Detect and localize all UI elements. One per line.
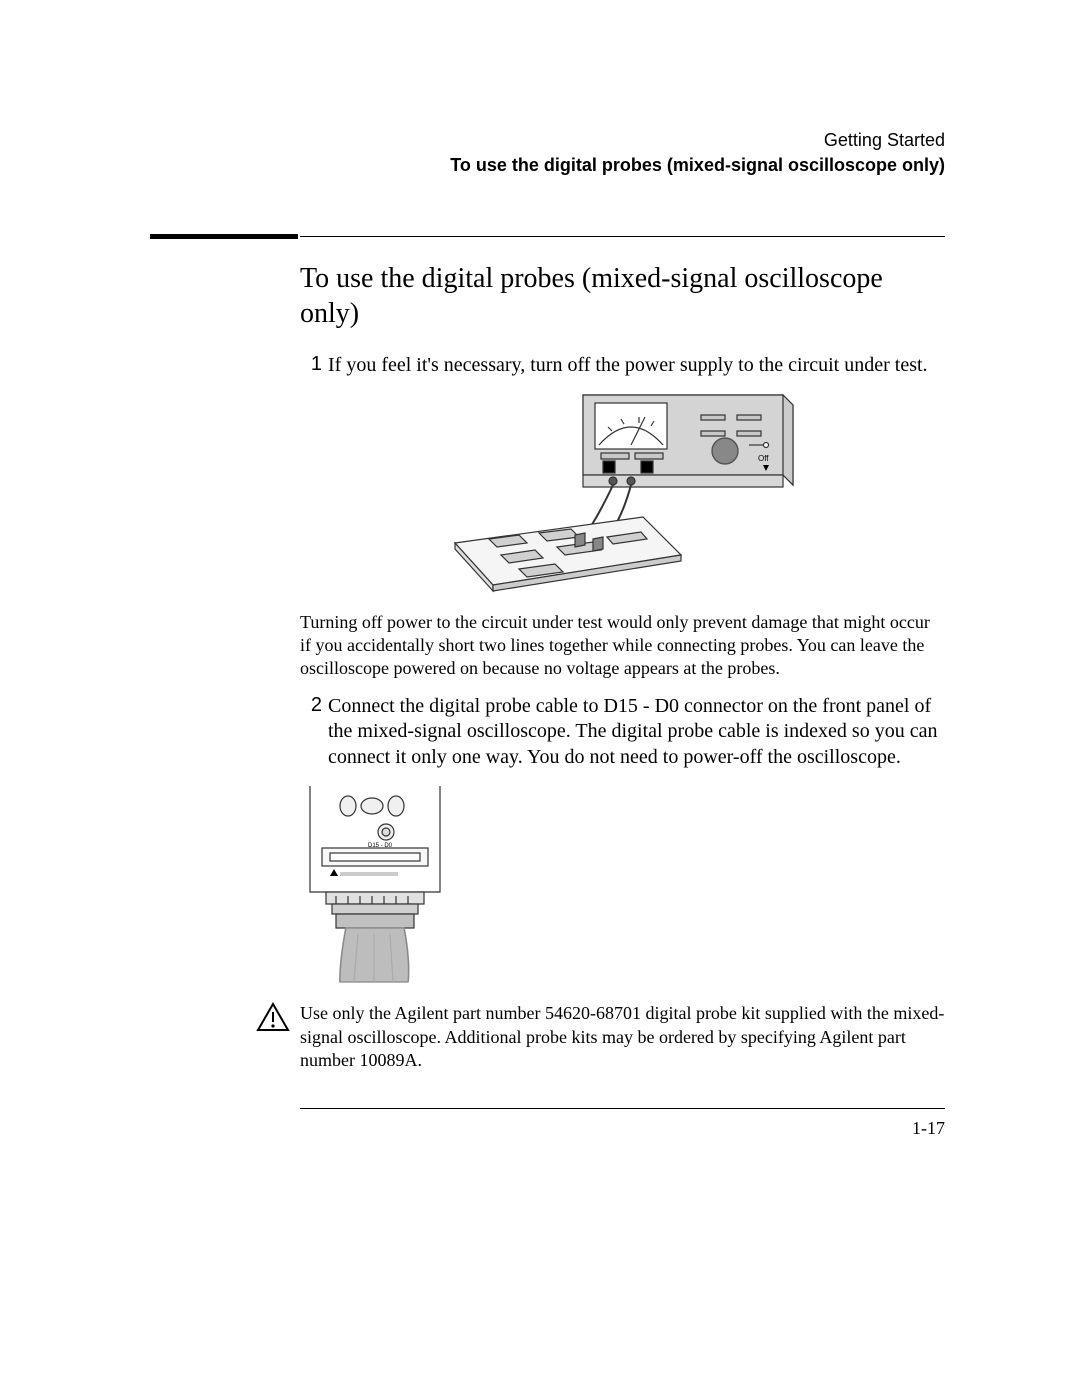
page-number: 1-17 xyxy=(912,1118,945,1139)
step-2: 2 Connect the digital probe cable to D15… xyxy=(300,694,945,771)
svg-text:D15 - D0: D15 - D0 xyxy=(368,843,393,849)
section-title: To use the digital probes (mixed-signal … xyxy=(300,261,945,331)
caution-block: Use only the Agilent part number 54620-6… xyxy=(300,1002,945,1071)
page: Getting Started To use the digital probe… xyxy=(0,0,1080,1397)
page-header: Getting Started To use the digital probe… xyxy=(150,130,945,176)
figure-connector: D15 - D0 xyxy=(300,784,450,984)
step-text: Connect the digital probe cable to D15 -… xyxy=(328,694,945,771)
sidebar-rule xyxy=(150,234,298,239)
svg-text:Off: Off xyxy=(758,454,769,463)
header-chapter: Getting Started xyxy=(150,130,945,151)
step-number: 2 xyxy=(300,694,322,717)
figure-power-supply: Off xyxy=(443,387,803,597)
step-number: 1 xyxy=(300,353,322,376)
note-1: Turning off power to the circuit under t… xyxy=(300,611,945,680)
caution-text: Use only the Agilent part number 54620-6… xyxy=(300,1002,945,1071)
step-text: If you feel it's necessary, turn off the… xyxy=(328,353,928,379)
content-area: To use the digital probes (mixed-signal … xyxy=(300,236,945,1072)
bottom-rule xyxy=(300,1108,945,1109)
step-1: 1 If you feel it's necessary, turn off t… xyxy=(300,353,945,379)
header-section: To use the digital probes (mixed-signal … xyxy=(150,155,945,176)
warning-icon xyxy=(256,1002,290,1032)
